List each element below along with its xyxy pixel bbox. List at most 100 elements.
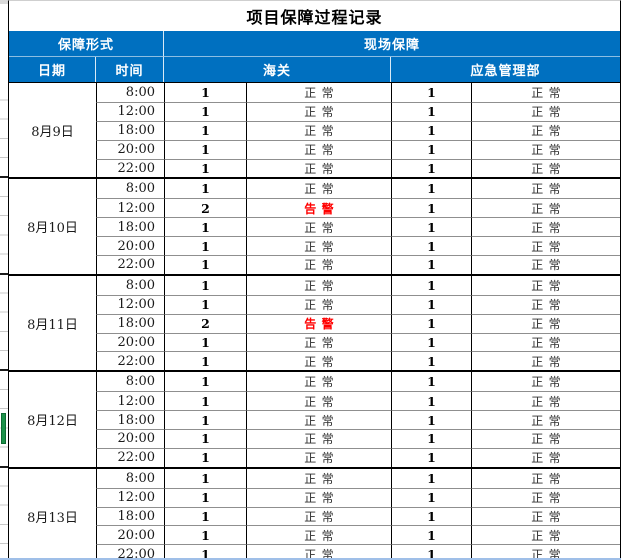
header-support-form[interactable]: 保障形式 xyxy=(9,31,164,57)
customs-status-cell[interactable]: 正常 xyxy=(246,506,391,526)
emergency-count-cell[interactable]: 1 xyxy=(391,429,471,448)
time-cell[interactable]: 20:00 xyxy=(96,236,164,256)
customs-count-cell[interactable]: 1 xyxy=(164,236,246,256)
emergency-status-cell[interactable]: 正常 xyxy=(471,332,620,352)
customs-status-cell[interactable]: 正常 xyxy=(246,372,391,392)
emergency-status-cell[interactable]: 正常 xyxy=(471,255,620,274)
customs-count-cell[interactable]: 1 xyxy=(164,506,246,526)
emergency-status-cell[interactable]: 正常 xyxy=(471,447,620,467)
time-cell[interactable]: 20:00 xyxy=(96,139,164,159)
customs-status-cell[interactable]: 正常 xyxy=(246,410,391,430)
customs-count-cell[interactable]: 1 xyxy=(164,179,246,199)
emergency-count-cell[interactable]: 1 xyxy=(391,506,471,526)
emergency-status-cell[interactable]: 正常 xyxy=(471,429,620,448)
emergency-status-cell[interactable]: 正常 xyxy=(471,487,620,507)
emergency-count-cell[interactable]: 1 xyxy=(391,158,471,178)
customs-count-cell[interactable]: 1 xyxy=(164,410,246,430)
emergency-status-cell[interactable]: 正常 xyxy=(471,198,620,218)
emergency-count-cell[interactable]: 1 xyxy=(391,217,471,237)
time-cell[interactable]: 8:00 xyxy=(96,468,164,488)
customs-count-cell[interactable]: 1 xyxy=(164,294,246,314)
customs-count-cell[interactable]: 1 xyxy=(164,351,246,371)
emergency-count-cell[interactable]: 1 xyxy=(391,83,471,102)
customs-status-cell[interactable]: 正常 xyxy=(246,139,391,159)
header-date[interactable]: 日期 xyxy=(9,57,96,82)
time-cell[interactable]: 22:00 xyxy=(96,158,164,178)
customs-count-cell[interactable]: 1 xyxy=(164,217,246,237)
emergency-status-cell[interactable]: 正常 xyxy=(471,83,620,102)
customs-status-cell[interactable]: 正常 xyxy=(246,447,391,467)
emergency-status-cell[interactable]: 正常 xyxy=(471,236,620,256)
emergency-count-cell[interactable]: 1 xyxy=(391,313,471,333)
emergency-count-cell[interactable]: 1 xyxy=(391,236,471,256)
customs-count-cell[interactable]: 1 xyxy=(164,544,246,560)
customs-status-cell[interactable]: 正常 xyxy=(246,217,391,237)
customs-count-cell[interactable]: 1 xyxy=(164,255,246,274)
emergency-count-cell[interactable]: 1 xyxy=(391,255,471,274)
header-time[interactable]: 时间 xyxy=(96,57,164,82)
time-cell[interactable]: 18:00 xyxy=(96,217,164,237)
time-cell[interactable]: 12:00 xyxy=(96,487,164,507)
customs-status-cell[interactable]: 正常 xyxy=(246,429,391,448)
emergency-count-cell[interactable]: 1 xyxy=(391,410,471,430)
time-cell[interactable]: 8:00 xyxy=(96,83,164,102)
emergency-status-cell[interactable]: 正常 xyxy=(471,372,620,392)
emergency-status-cell[interactable]: 正常 xyxy=(471,120,620,140)
emergency-count-cell[interactable]: 1 xyxy=(391,179,471,199)
time-cell[interactable]: 12:00 xyxy=(96,198,164,218)
emergency-status-cell[interactable]: 正常 xyxy=(471,544,620,560)
emergency-count-cell[interactable]: 1 xyxy=(391,525,471,545)
emergency-status-cell[interactable]: 正常 xyxy=(471,391,620,411)
time-cell[interactable]: 8:00 xyxy=(96,275,164,295)
customs-count-cell[interactable]: 1 xyxy=(164,468,246,488)
customs-status-cell[interactable]: 正常 xyxy=(246,275,391,295)
header-emergency[interactable]: 应急管理部 xyxy=(470,63,541,78)
date-cell[interactable]: 8月9日 xyxy=(9,83,96,178)
time-cell[interactable]: 18:00 xyxy=(96,506,164,526)
emergency-count-cell[interactable]: 1 xyxy=(391,275,471,295)
time-cell[interactable]: 22:00 xyxy=(96,447,164,467)
time-cell[interactable]: 8:00 xyxy=(96,372,164,392)
customs-count-cell[interactable]: 1 xyxy=(164,275,246,295)
time-cell[interactable]: 20:00 xyxy=(96,429,164,448)
customs-status-cell[interactable]: 正常 xyxy=(246,255,391,274)
emergency-status-cell[interactable]: 正常 xyxy=(471,294,620,314)
customs-status-cell[interactable]: 告警 xyxy=(246,198,391,218)
customs-count-cell[interactable]: 1 xyxy=(164,332,246,352)
customs-count-cell[interactable]: 1 xyxy=(164,101,246,121)
customs-count-cell[interactable]: 1 xyxy=(164,487,246,507)
date-cell[interactable]: 8月11日 xyxy=(9,275,96,371)
emergency-count-cell[interactable]: 1 xyxy=(391,198,471,218)
time-cell[interactable]: 20:00 xyxy=(96,332,164,352)
customs-status-cell[interactable]: 正常 xyxy=(246,351,391,371)
customs-count-cell[interactable]: 2 xyxy=(164,198,246,218)
time-cell[interactable]: 20:00 xyxy=(96,525,164,545)
customs-status-cell[interactable]: 正常 xyxy=(246,332,391,352)
emergency-status-cell[interactable]: 正常 xyxy=(471,525,620,545)
emergency-count-cell[interactable]: 1 xyxy=(391,332,471,352)
emergency-count-cell[interactable]: 1 xyxy=(391,447,471,467)
emergency-status-cell[interactable]: 正常 xyxy=(471,139,620,159)
emergency-status-cell[interactable]: 正常 xyxy=(471,217,620,237)
time-cell[interactable]: 12:00 xyxy=(96,101,164,121)
date-cell[interactable]: 8月13日 xyxy=(9,468,96,560)
emergency-count-cell[interactable]: 1 xyxy=(391,294,471,314)
customs-count-cell[interactable]: 1 xyxy=(164,83,246,102)
time-cell[interactable]: 22:00 xyxy=(96,255,164,274)
customs-count-cell[interactable]: 1 xyxy=(164,429,246,448)
header-onsite-support[interactable]: 现场保障 xyxy=(164,31,620,57)
date-cell[interactable]: 8月12日 xyxy=(9,372,96,467)
customs-status-cell[interactable]: 正常 xyxy=(246,468,391,488)
customs-count-cell[interactable]: 1 xyxy=(164,139,246,159)
emergency-status-cell[interactable]: 正常 xyxy=(471,158,620,178)
customs-status-cell[interactable]: 正常 xyxy=(246,158,391,178)
emergency-count-cell[interactable]: 1 xyxy=(391,468,471,488)
customs-count-cell[interactable]: 1 xyxy=(164,120,246,140)
emergency-count-cell[interactable]: 1 xyxy=(391,101,471,121)
emergency-status-cell[interactable]: 正常 xyxy=(471,506,620,526)
header-customs[interactable]: 海关 xyxy=(164,57,391,82)
time-cell[interactable]: 18:00 xyxy=(96,410,164,430)
customs-status-cell[interactable]: 告警 xyxy=(246,313,391,333)
time-cell[interactable]: 12:00 xyxy=(96,294,164,314)
customs-status-cell[interactable]: 正常 xyxy=(246,179,391,199)
